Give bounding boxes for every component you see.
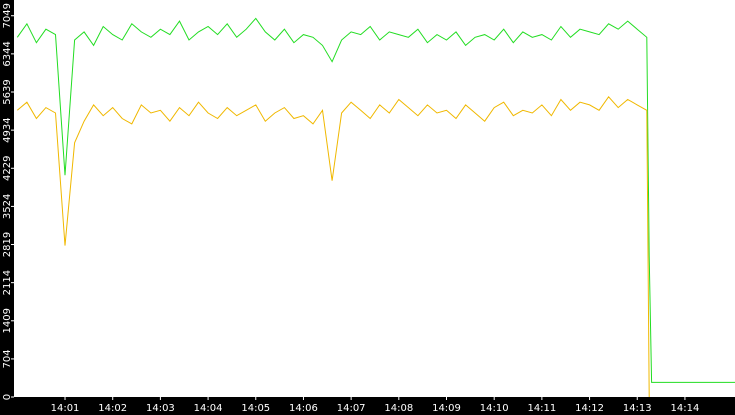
x-tick-label: 14:01 (51, 403, 80, 414)
x-tick-label: 14:07 (337, 403, 366, 414)
y-axis-strip (0, 0, 14, 415)
x-tick-label: 14:12 (575, 403, 604, 414)
y-tick-label: 6344 (2, 41, 13, 66)
y-tick-label: 5639 (2, 79, 13, 104)
x-tick-label: 14:14 (671, 403, 700, 414)
series-line (16, 95, 650, 398)
y-tick-label: 7049 (2, 3, 13, 28)
x-tick-label: 14:11 (527, 403, 556, 414)
y-tick-label: 4229 (2, 156, 13, 181)
x-tick-label: 14:13 (623, 403, 652, 414)
y-tick-label: 0 (2, 394, 13, 400)
x-tick-label: 14:02 (98, 403, 127, 414)
y-tick-label: 1409 (2, 308, 13, 333)
x-tick-label: 14:09 (432, 403, 461, 414)
x-tick-label: 14:06 (289, 403, 318, 414)
y-tick-label: 3524 (2, 194, 13, 219)
x-tick-label: 14:03 (146, 403, 175, 414)
y-tick-label: 2114 (2, 270, 13, 295)
y-tick-label: 4934 (2, 117, 13, 142)
y-tick-label: 704 (2, 349, 13, 368)
x-tick-label: 14:10 (480, 403, 509, 414)
series-line (16, 17, 735, 383)
x-axis-strip (0, 397, 735, 415)
x-tick-label: 14:08 (384, 403, 413, 414)
x-tick-label: 14:05 (241, 403, 270, 414)
y-tick-label: 2819 (2, 232, 13, 257)
x-tick-label: 14:04 (194, 403, 223, 414)
